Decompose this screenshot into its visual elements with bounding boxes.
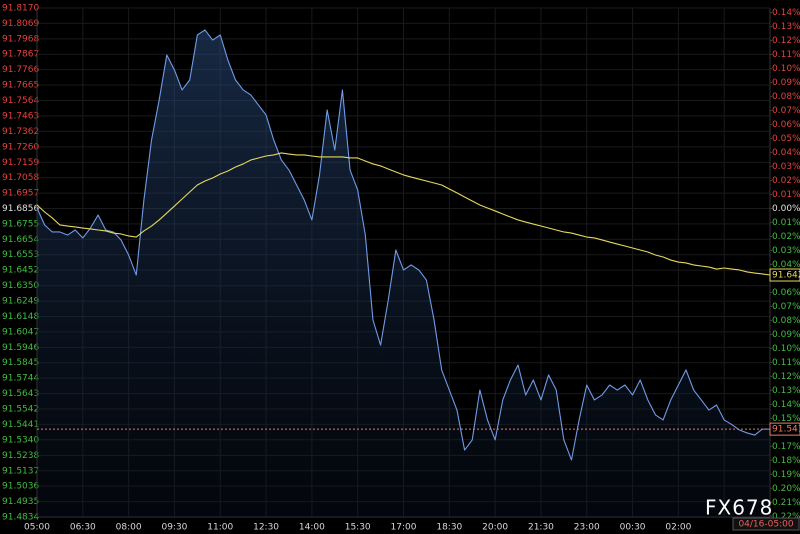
y2-tick-label: 0.07% xyxy=(772,302,800,312)
y-tick-label: 91.7463 xyxy=(2,111,39,121)
y-tick-label: 91.7362 xyxy=(2,127,39,137)
y-tick-label: 91.5845 xyxy=(2,358,39,368)
x-tick-label: 21:30 xyxy=(528,523,554,533)
y2-tick-label: 0.09% xyxy=(772,330,800,340)
y2-tick-label: 0.02% xyxy=(772,176,800,186)
y2-tick-label: 0.08% xyxy=(772,92,800,102)
y2-tick-label: 0.08% xyxy=(772,316,800,326)
y2-tick-label: 0.03% xyxy=(772,246,800,256)
y2-tick-label: 0.22% xyxy=(772,512,800,522)
y2-tick-label: 0.06% xyxy=(772,120,800,130)
y-tick-label: 91.6148 xyxy=(2,312,39,322)
y2-tick-label: 0.14% xyxy=(772,400,800,410)
x-tick-label: 08:00 xyxy=(116,523,142,533)
y-tick-label: 91.7766 xyxy=(2,65,39,75)
y2-tick-label: 0.01% xyxy=(772,190,800,200)
y-tick-label: 91.8170 xyxy=(2,4,39,14)
y-tick-label: 91.6856 xyxy=(2,204,39,214)
y2-tick-label: 0.18% xyxy=(772,456,800,466)
x-tick-label: 14:00 xyxy=(299,523,325,533)
y2-tick-label: 0.10% xyxy=(772,64,800,74)
area-fill xyxy=(37,29,770,517)
y2-tick-label: 0.02% xyxy=(772,232,800,242)
y-tick-label: 91.5542 xyxy=(2,404,39,414)
y2-tick-label: 0.13% xyxy=(772,22,800,32)
y2-tick-label: 0.17% xyxy=(772,442,800,452)
y2-tick-label: 0.19% xyxy=(772,470,800,480)
date-label: 04/16-05:00 xyxy=(738,520,793,530)
y-tick-label: 91.6350 xyxy=(2,281,39,291)
price-box xyxy=(769,268,800,282)
x-tick-label: 15:30 xyxy=(345,523,371,533)
y-tick-label: 91.5137 xyxy=(2,466,39,476)
y2-tick-label: 0.00% xyxy=(772,204,800,214)
x-tick-label: 20:00 xyxy=(482,523,508,533)
y2-tick-label: 0.01% xyxy=(772,218,800,228)
x-tick-label: 18:30 xyxy=(436,523,462,533)
x-tick-label: 17:00 xyxy=(391,523,417,533)
price-label: 91.642 xyxy=(772,271,800,281)
y-tick-label: 91.6957 xyxy=(2,189,39,199)
series-line xyxy=(36,29,770,461)
y2-tick-label: 0.07% xyxy=(772,106,800,116)
y-tick-label: 91.5036 xyxy=(2,482,39,492)
y2-tick-label: 0.10% xyxy=(772,344,800,354)
watermark: FX678 xyxy=(705,496,773,520)
y-tick-label: 91.7867 xyxy=(2,50,39,60)
y2-tick-label: 0.04% xyxy=(772,148,800,158)
y2-tick-label: 0.11% xyxy=(772,50,800,60)
y2-tick-label: 0.12% xyxy=(772,372,800,382)
y-tick-label: 91.7260 xyxy=(2,142,39,152)
series-line xyxy=(36,152,771,276)
y-tick-label: 91.6047 xyxy=(2,327,39,337)
y-tick-label: 91.6553 xyxy=(2,250,39,260)
y-tick-label: 91.6249 xyxy=(2,297,39,307)
x-tick-label: 02:00 xyxy=(665,523,691,533)
x-tick-label: 00:30 xyxy=(620,523,646,533)
x-tick-label: 05:00 xyxy=(24,523,50,533)
y-tick-label: 91.4834 xyxy=(2,513,39,523)
y2-tick-label: 0.12% xyxy=(772,36,800,46)
y2-tick-label: 0.14% xyxy=(772,8,800,18)
y-tick-label: 91.7058 xyxy=(2,173,39,183)
y-tick-label: 91.7665 xyxy=(2,81,39,91)
y-tick-label: 91.4935 xyxy=(2,497,39,507)
y2-tick-label: 0.06% xyxy=(772,288,800,298)
y-tick-label: 91.6755 xyxy=(2,219,39,229)
y-tick-label: 91.5744 xyxy=(2,374,39,384)
date-box xyxy=(732,517,800,531)
y2-tick-label: 0.21% xyxy=(772,498,800,508)
y2-tick-label: 0.20% xyxy=(772,484,800,494)
y2-tick-label: 0.03% xyxy=(772,162,800,172)
y-tick-label: 91.5946 xyxy=(2,343,39,353)
y2-tick-label: 0.09% xyxy=(772,78,800,88)
price-box xyxy=(769,422,800,436)
x-tick-label: 09:30 xyxy=(161,523,187,533)
y-tick-label: 91.7159 xyxy=(2,158,39,168)
y-tick-label: 91.5340 xyxy=(2,435,39,445)
y-tick-label: 91.7564 xyxy=(2,96,39,106)
x-tick-label: 23:00 xyxy=(574,523,600,533)
y2-tick-label: 0.11% xyxy=(772,358,800,368)
x-tick-label: 12:30 xyxy=(253,523,279,533)
y2-tick-label: 0.15% xyxy=(772,414,800,424)
x-tick-label: 11:00 xyxy=(207,523,233,533)
y2-tick-label: 0.04% xyxy=(772,260,800,270)
y-tick-label: 91.8069 xyxy=(2,19,39,29)
y-tick-label: 91.5441 xyxy=(2,420,39,430)
y-tick-label: 91.7968 xyxy=(2,34,39,44)
price-label: 91.541 xyxy=(772,425,800,435)
y-tick-label: 91.5643 xyxy=(2,389,39,399)
y-tick-label: 91.5238 xyxy=(2,451,39,461)
y2-tick-label: 0.13% xyxy=(772,386,800,396)
y-tick-label: 91.6452 xyxy=(2,266,39,276)
x-tick-label: 06:30 xyxy=(70,523,96,533)
y-tick-label: 91.6654 xyxy=(2,235,39,245)
y2-tick-label: 0.05% xyxy=(772,134,800,144)
